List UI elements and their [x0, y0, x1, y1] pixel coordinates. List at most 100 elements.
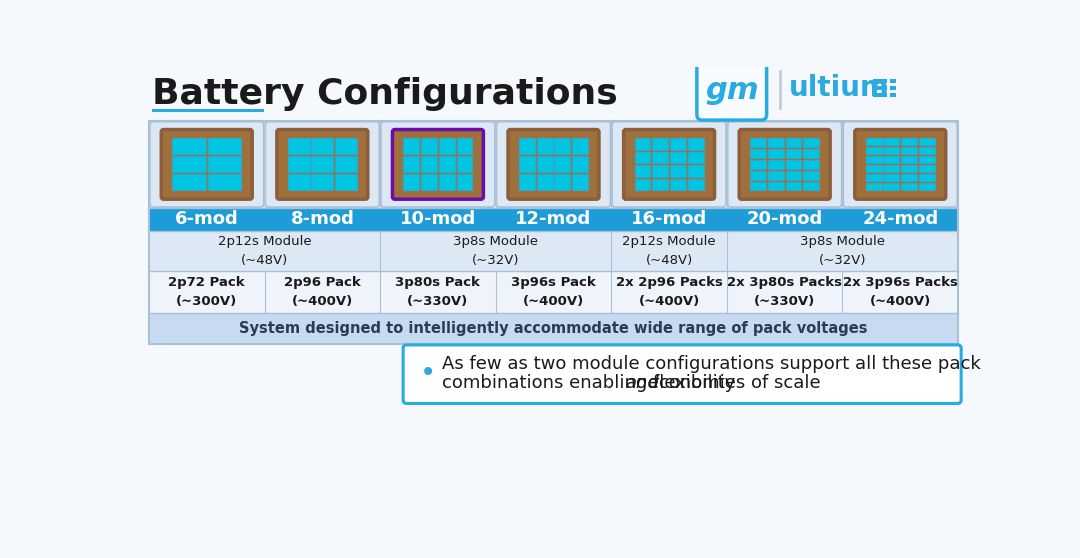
Bar [421, 156, 437, 172]
Text: 2x 2p96 Packs
(~400V): 2x 2p96 Packs (~400V) [616, 276, 723, 308]
Bar [335, 138, 356, 155]
Bar [311, 138, 334, 155]
Bar [554, 174, 570, 190]
FancyBboxPatch shape [392, 129, 484, 199]
Bar [311, 156, 334, 172]
Bar [149, 231, 958, 271]
Bar [670, 138, 686, 150]
FancyBboxPatch shape [161, 129, 253, 199]
Text: 3p96s Pack
(~400V): 3p96s Pack (~400V) [511, 276, 596, 308]
Text: 3p80s Pack
(~330V): 3p80s Pack (~330V) [395, 276, 481, 308]
Text: 3p8s Module
(~32V): 3p8s Module (~32V) [454, 235, 538, 267]
Text: Battery Configurations: Battery Configurations [152, 77, 618, 111]
Text: 2x 3p96s Packs
(~400V): 2x 3p96s Packs (~400V) [842, 276, 958, 308]
Text: 20-mod: 20-mod [746, 210, 823, 228]
Bar [635, 179, 650, 190]
Text: combinations enabling flexibility: combinations enabling flexibility [442, 374, 741, 392]
Bar [768, 181, 784, 190]
Bar [554, 138, 570, 155]
FancyBboxPatch shape [497, 122, 610, 207]
Text: 2p96 Pack
(~400V): 2p96 Pack (~400V) [284, 276, 361, 308]
Bar [335, 174, 356, 190]
Text: 24-mod: 24-mod [862, 210, 939, 228]
Bar [919, 165, 935, 172]
FancyBboxPatch shape [508, 129, 599, 199]
Bar [688, 152, 703, 163]
Text: 2p12s Module
(~48V): 2p12s Module (~48V) [218, 235, 311, 267]
Text: 6-mod: 6-mod [175, 210, 239, 228]
Bar [751, 181, 766, 190]
FancyBboxPatch shape [276, 129, 368, 199]
Bar [652, 179, 669, 190]
Bar [785, 171, 801, 180]
Bar [866, 165, 881, 172]
FancyBboxPatch shape [612, 122, 726, 207]
Bar [149, 121, 958, 344]
Text: gm: gm [705, 75, 758, 104]
Text: As few as two module configurations support all these pack: As few as two module configurations supp… [442, 355, 981, 373]
Bar [457, 174, 472, 190]
Bar [519, 138, 535, 155]
FancyBboxPatch shape [150, 122, 264, 207]
Bar [670, 179, 686, 190]
Bar [438, 138, 455, 155]
Bar [288, 138, 310, 155]
Bar [883, 147, 900, 155]
Text: 10-mod: 10-mod [400, 210, 476, 228]
Text: economies of scale: economies of scale [642, 374, 821, 392]
Bar [537, 138, 553, 155]
Bar [149, 208, 958, 231]
Bar [537, 156, 553, 172]
Bar [688, 165, 703, 177]
Bar [804, 181, 819, 190]
Bar [768, 138, 784, 147]
Bar [785, 160, 801, 169]
Bar [635, 138, 650, 150]
Bar [554, 156, 570, 172]
Bar [149, 121, 958, 208]
Bar [670, 152, 686, 163]
Bar [866, 156, 881, 163]
Bar [404, 138, 419, 155]
Bar [804, 160, 819, 169]
Bar [883, 138, 900, 146]
Bar [404, 156, 419, 172]
Bar [901, 184, 917, 190]
Bar [919, 156, 935, 163]
Bar [421, 174, 437, 190]
FancyBboxPatch shape [381, 122, 495, 207]
Bar [873, 86, 887, 90]
Bar [404, 174, 419, 190]
Bar [207, 138, 241, 155]
FancyBboxPatch shape [623, 129, 715, 199]
Bar [635, 152, 650, 163]
Bar [883, 184, 900, 190]
Bar [785, 181, 801, 190]
Bar [901, 156, 917, 163]
FancyBboxPatch shape [739, 129, 831, 199]
Text: 2p12s Module
(~48V): 2p12s Module (~48V) [622, 235, 716, 267]
Bar [890, 93, 896, 97]
Bar [890, 86, 896, 90]
Bar [149, 314, 958, 344]
Bar [172, 138, 206, 155]
Bar [519, 156, 535, 172]
Bar [901, 147, 917, 155]
Bar [919, 147, 935, 155]
Bar [288, 174, 310, 190]
Bar [149, 271, 958, 314]
Bar [172, 156, 206, 172]
Bar [883, 156, 900, 163]
Bar [890, 79, 896, 83]
FancyBboxPatch shape [854, 129, 946, 199]
FancyBboxPatch shape [403, 345, 961, 403]
Bar [785, 149, 801, 158]
Bar [288, 156, 310, 172]
Bar [883, 165, 900, 172]
Bar [751, 149, 766, 158]
Bar [572, 138, 588, 155]
Bar [804, 171, 819, 180]
Bar [652, 138, 669, 150]
Bar [866, 138, 881, 146]
Bar [768, 171, 784, 180]
